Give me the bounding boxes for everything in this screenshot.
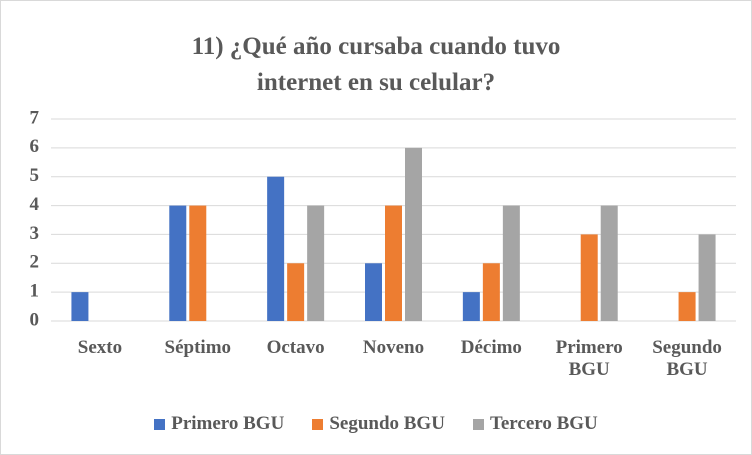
- y-tick-label: 0: [30, 309, 40, 330]
- legend-label: Tercero BGU: [489, 413, 598, 434]
- y-tick-label: 7: [30, 107, 40, 128]
- legend-item: Tercero BGU: [472, 413, 598, 435]
- bar: [678, 292, 696, 321]
- bar: [189, 205, 207, 321]
- bar: [405, 147, 422, 321]
- y-tick-label: 1: [30, 281, 40, 302]
- bar: [71, 292, 89, 321]
- x-tick-label: Séptimo: [164, 337, 232, 358]
- bar: [287, 263, 305, 321]
- bar: [267, 176, 285, 321]
- bar: [385, 205, 402, 321]
- y-tick-label: 4: [30, 194, 40, 215]
- x-tick-label: Octavo: [266, 337, 325, 358]
- legend-item: Primero BGU: [154, 413, 284, 435]
- legend-label: Primero BGU: [171, 413, 285, 434]
- x-tick-label: Noveno: [362, 337, 425, 358]
- bar: [462, 292, 480, 321]
- x-tick-label: Décimo: [460, 337, 522, 358]
- legend: Primero BGU Segundo BGU Tercero BGU: [1, 413, 751, 435]
- bar: [580, 234, 598, 321]
- bar: [482, 263, 500, 321]
- bar: [169, 205, 187, 321]
- x-tick-label: Segundo BGU: [652, 337, 722, 380]
- x-tick-label: Sexto: [77, 337, 123, 358]
- x-tick-label: Primero BGU: [555, 337, 623, 380]
- legend-label: Segundo BGU: [329, 413, 445, 434]
- legend-swatch: [472, 418, 484, 430]
- bar: [502, 205, 520, 321]
- y-tick-label: 5: [30, 165, 40, 186]
- bar: [307, 205, 325, 321]
- chart-title: 11) ¿Qué año cursaba cuando tuvo interne…: [191, 33, 561, 96]
- y-tick-label: 2: [30, 252, 40, 273]
- legend-swatch: [154, 418, 166, 430]
- y-tick-label: 3: [30, 223, 40, 244]
- legend-item: Segundo BGU: [312, 413, 445, 435]
- bar: [600, 205, 618, 321]
- y-tick-label: 6: [30, 136, 40, 157]
- bar: [365, 263, 382, 321]
- bar: [698, 234, 716, 321]
- legend-swatch: [312, 418, 324, 430]
